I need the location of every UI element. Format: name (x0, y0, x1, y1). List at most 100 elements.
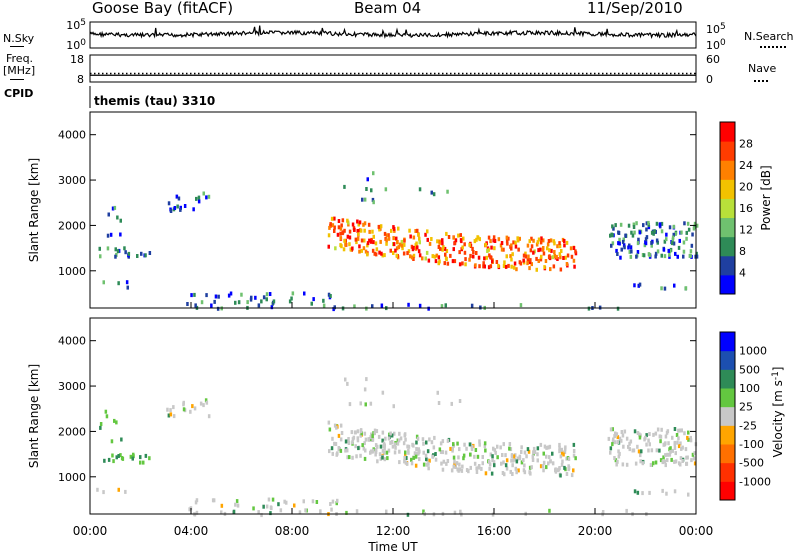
range-cell (642, 223, 645, 228)
range-cell (111, 206, 115, 211)
range-cell (331, 223, 335, 228)
range-cell (559, 255, 562, 260)
range-cell (422, 450, 425, 455)
range-cell (335, 425, 338, 430)
range-cell (333, 305, 336, 310)
range-cell (385, 241, 388, 246)
range-cell (547, 461, 550, 466)
range-cell (366, 241, 370, 246)
range-cell (692, 456, 696, 461)
colorbar-swatch (720, 462, 735, 482)
range-cell (376, 459, 379, 464)
range-cell (418, 187, 422, 192)
range-cell (124, 250, 127, 255)
range-cell (674, 231, 677, 236)
range-cell (424, 453, 428, 458)
range-cell (673, 489, 677, 494)
range-cell (516, 456, 520, 461)
range-cell (478, 237, 481, 242)
range-cell (344, 439, 348, 444)
range-cell (527, 449, 531, 454)
range-cell (195, 510, 199, 515)
range-cell (346, 455, 349, 460)
colorbar-tick: 500 (739, 363, 760, 376)
range-cell (359, 228, 363, 233)
range-cell (378, 452, 382, 457)
range-cell (472, 254, 475, 259)
range-cell (136, 254, 139, 258)
range-cell (539, 257, 543, 262)
range-cell (532, 250, 535, 255)
range-cell (383, 253, 386, 258)
range-cell (356, 219, 359, 224)
range-cell (434, 452, 437, 456)
nave-label: Nave (748, 62, 777, 75)
colorbar-tick: -25 (739, 419, 757, 432)
colorbar-tick: 25 (739, 401, 753, 414)
range-cell (638, 282, 642, 287)
range-cell (355, 454, 358, 459)
range-cell (504, 463, 508, 468)
range-cell (378, 250, 381, 255)
range-cell (353, 227, 356, 232)
range-cell (670, 241, 674, 246)
range-cell (673, 446, 677, 450)
range-cell (148, 251, 152, 255)
range-cell (358, 249, 361, 254)
range-cell (390, 433, 394, 438)
range-cell (192, 207, 195, 212)
range-cell (220, 503, 224, 508)
range-cell (527, 254, 530, 259)
range-cell (205, 293, 208, 298)
range-cell (689, 249, 693, 254)
range-cell (689, 253, 692, 258)
freq-right-tick-top: 60 (706, 53, 720, 66)
range-cell (175, 194, 179, 199)
range-cell (645, 235, 649, 240)
range-cell (373, 251, 376, 256)
range-cell (99, 254, 102, 259)
range-cell (665, 491, 668, 496)
range-cell (548, 444, 552, 449)
range-cell (677, 245, 681, 250)
range-cell (351, 437, 355, 442)
range-cell (515, 470, 518, 475)
range-cell (397, 226, 400, 231)
range-cell (559, 473, 562, 478)
range-cell (618, 237, 621, 242)
range-cell (500, 247, 504, 252)
range-cell (115, 420, 118, 425)
range-cell (613, 456, 616, 460)
range-cell (533, 249, 536, 254)
range-cell (511, 252, 514, 257)
range-cell (197, 199, 201, 204)
range-cell (660, 286, 663, 291)
range-cell (565, 472, 569, 476)
range-cell (677, 436, 680, 441)
range-cell (392, 404, 395, 409)
range-cell (655, 448, 659, 453)
range-cell (390, 440, 394, 444)
range-cell (493, 239, 497, 243)
range-cell (638, 230, 642, 235)
range-cell (457, 233, 460, 238)
range-cell (668, 254, 671, 259)
range-cell (546, 246, 549, 251)
range-cell (620, 430, 624, 434)
range-cell (673, 459, 676, 464)
velocity-yaxis: 1000 2000 3000 4000 (58, 335, 696, 484)
range-cell (616, 252, 619, 256)
range-cell (425, 250, 429, 255)
range-cell (539, 240, 543, 245)
range-cell (364, 448, 367, 453)
range-cell (660, 253, 663, 258)
range-cell (496, 444, 499, 449)
range-cell (427, 461, 430, 466)
range-cell (441, 467, 445, 472)
range-cell (365, 306, 368, 311)
xtick-label: 08:00 (275, 524, 310, 538)
range-cell (383, 231, 387, 236)
range-cell (441, 439, 445, 444)
range-cell (633, 429, 637, 434)
range-cell (540, 236, 543, 241)
